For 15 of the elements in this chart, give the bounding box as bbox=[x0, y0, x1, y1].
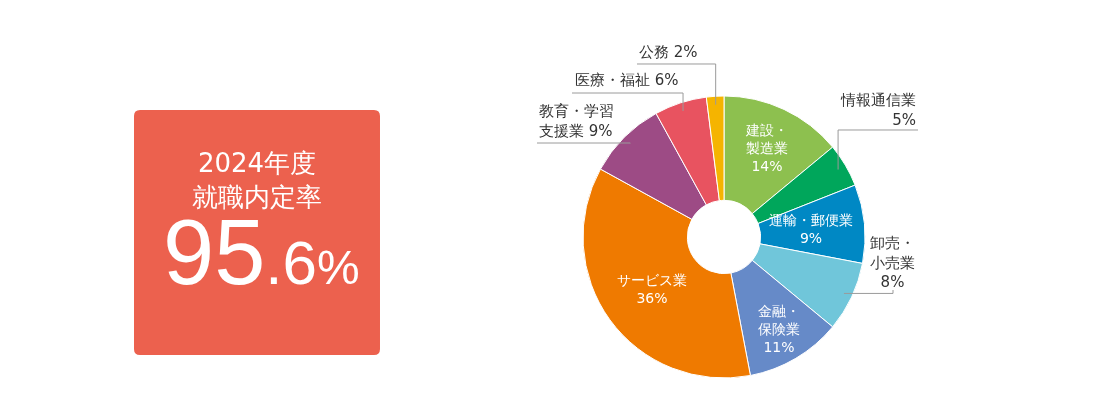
slice-label: サービス業 bbox=[617, 272, 687, 288]
data-label: 14% bbox=[751, 158, 783, 175]
slice-label: 運輸・郵便業 bbox=[769, 212, 853, 228]
data-label: 11% bbox=[763, 339, 795, 356]
slice-label: 金融・保険業 bbox=[758, 303, 800, 338]
slice-label: 公務 2% bbox=[639, 43, 698, 61]
slice-label: 教育・学習支援業 9% bbox=[539, 102, 614, 140]
data-label: 36% bbox=[636, 290, 668, 307]
data-label: 9% bbox=[799, 230, 823, 247]
slice-label: 建設・製造業 bbox=[745, 122, 788, 157]
slice-label: 卸売・小売業 bbox=[870, 234, 915, 272]
slice-label: 医療・福祉 6% bbox=[575, 71, 679, 89]
data-label: 8% bbox=[880, 273, 905, 291]
data-label: 5% bbox=[892, 110, 916, 129]
slice-label: 情報通信業 bbox=[840, 91, 916, 109]
